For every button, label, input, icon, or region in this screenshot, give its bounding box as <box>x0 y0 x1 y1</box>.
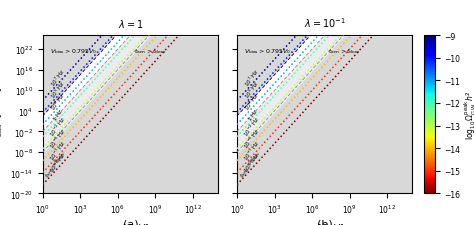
Y-axis label: $V_{\rm bias}$  [GeV$^4$]: $V_{\rm bias}$ [GeV$^4$] <box>0 87 5 143</box>
Text: $10^{-5}$ Hz: $10^{-5}$ Hz <box>47 126 68 150</box>
Text: $10^{2}$ Hz: $10^{2}$ Hz <box>242 91 262 113</box>
Text: $10^{7}$ Hz: $10^{7}$ Hz <box>48 67 67 89</box>
Text: $V_{\rm bias} > 0.795V_0$: $V_{\rm bias} > 0.795V_0$ <box>244 47 291 56</box>
X-axis label: $u$  [GeV]: $u$ [GeV] <box>111 221 149 225</box>
Text: $10^{-5}$ Hz: $10^{-5}$ Hz <box>241 126 263 150</box>
Text: $10^{7}$ Hz: $10^{7}$ Hz <box>242 67 262 89</box>
Text: (a): (a) <box>123 219 138 225</box>
Text: $10^{-9}$ Hz: $10^{-9}$ Hz <box>47 150 68 174</box>
Text: $10^{-7}$ Hz: $10^{-7}$ Hz <box>47 137 68 162</box>
Text: $10^{-7}$ Hz: $10^{-7}$ Hz <box>241 137 263 162</box>
Text: $1$ Hz: $1$ Hz <box>51 106 65 122</box>
Text: $10^{2}$ Hz: $10^{2}$ Hz <box>48 91 67 113</box>
Text: $t_{\rm ann} > t_{\rm univ}$: $t_{\rm ann} > t_{\rm univ}$ <box>43 148 69 179</box>
Title: $\lambda = 10^{-1}$: $\lambda = 10^{-1}$ <box>304 16 346 30</box>
Text: $1$ Hz: $1$ Hz <box>245 106 260 122</box>
Text: $10^{-9}$ Hz: $10^{-9}$ Hz <box>241 150 263 174</box>
Text: $t_{\rm ann} > t_{\rm dom}$: $t_{\rm ann} > t_{\rm dom}$ <box>134 47 166 56</box>
Text: $10^{5}$ Hz: $10^{5}$ Hz <box>48 79 67 101</box>
Text: $10^{5}$ Hz: $10^{5}$ Hz <box>242 79 262 101</box>
X-axis label: $u$  [GeV]: $u$ [GeV] <box>306 221 344 225</box>
Y-axis label: $\log_{10} \Omega_{\rm GW}^{\rm peak} h^2$: $\log_{10} \Omega_{\rm GW}^{\rm peak} h^… <box>463 90 474 140</box>
Text: $10^{-2}$ Hz: $10^{-2}$ Hz <box>241 114 263 138</box>
Text: $t_{\rm ann} > t_{\rm dom}$: $t_{\rm ann} > t_{\rm dom}$ <box>328 47 360 56</box>
Text: (b): (b) <box>317 219 333 225</box>
Title: $\lambda = 1$: $\lambda = 1$ <box>118 18 143 30</box>
Text: $V_{\rm bias} > 0.795V_0$: $V_{\rm bias} > 0.795V_0$ <box>50 47 97 56</box>
Text: $t_{\rm ann} > t_{\rm univ}$: $t_{\rm ann} > t_{\rm univ}$ <box>237 148 263 179</box>
Text: $10^{-2}$ Hz: $10^{-2}$ Hz <box>47 114 68 138</box>
